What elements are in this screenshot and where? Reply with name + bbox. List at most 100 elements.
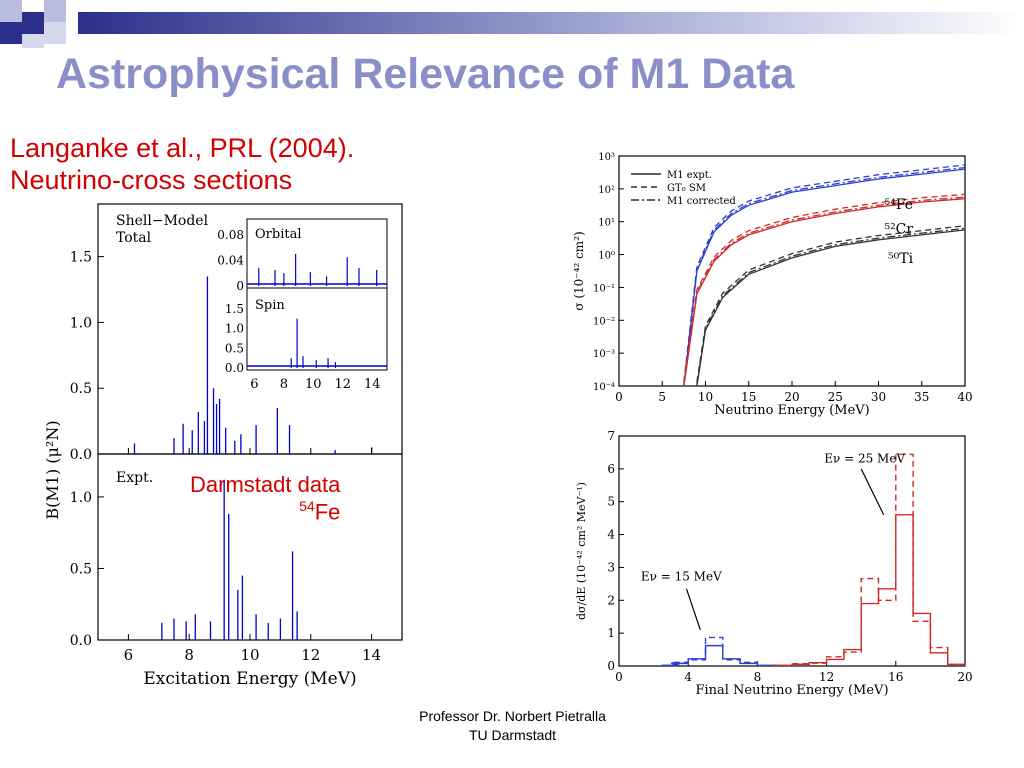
inset-spin-label: Spin [255,298,285,313]
inset-x-tick-label: 6 [250,377,258,392]
shell-model-total-label: Total [116,230,152,246]
series-label: ⁵²Cr [884,222,913,238]
y-tick-label: 0.5 [70,381,92,397]
y-tick-label: 10³ [598,152,615,163]
y-tick-label: 10⁰ [598,251,615,262]
subtitle-line-1: Langanke et al., PRL (2004). [10,133,355,163]
expt-label: Expt. [116,470,153,486]
y-tick-label: 3 [607,560,615,574]
y-tick-label: 10² [598,185,615,196]
histogram-series [774,514,966,667]
inset-y-tick-label: 0.0 [225,361,244,375]
inset-y-tick-label: 0.04 [217,253,244,267]
x-tick-label: 6 [124,646,134,664]
slide-subtitle: Langanke et al., PRL (2004). Neutrino-cr… [10,132,354,196]
x-tick-label: 20 [957,670,972,684]
annotation-25mev: Eν = 25 MeV [824,451,905,465]
cross-section-curve [683,164,966,382]
left-y-axis-label: B(M1) (μ²N) [43,420,62,519]
x-tick-label: 30 [871,390,886,404]
title-decoration [0,0,1024,48]
cross-section-chart: 0 5 10 15 20 25 30 35 40 10⁻⁴ 10⁻³ 10⁻² 10⁻¹ 10⁰ 10¹ 10… [572,152,973,418]
y-tick-label: 0 [607,659,615,673]
y-tick-label: 1.0 [70,490,92,506]
series-label: ⁵⁰Ti [888,251,914,267]
histogram-series [661,636,776,667]
y-axis-label: dσ/dE (10⁻⁴² cm² MeV⁻¹) [575,482,588,620]
annotation-mass: 54 [299,498,315,514]
x-tick-label: 0 [615,390,623,404]
inset-x-tick-label: 10 [305,377,322,392]
annotation-line-1: Darmstadt data [190,472,341,497]
legend-label: M1 expt. [667,170,712,181]
annotation-line-2: 54Fe [190,498,340,525]
y-tick-label: 10⁻² [593,316,615,327]
inset-y-tick-label: 1.5 [225,302,244,316]
y-tick-label: 5 [607,495,615,509]
x-tick-label: 8 [184,646,194,664]
y-tick-label: 1.5 [70,250,92,266]
inset-y-tick-label: 1.0 [225,322,244,336]
x-tick-label: 8 [754,670,762,684]
left-x-axis-label: Excitation Energy (MeV) [143,669,356,689]
darmstadt-annotation: Darmstadt data 54Fe [190,472,340,525]
footer-line-2: TU Darmstadt [468,727,557,743]
x-tick-label: 5 [658,390,666,404]
y-tick-label: 4 [607,528,615,542]
x-tick-label: 4 [684,670,692,684]
inset-x-tick-label: 14 [364,377,381,392]
y-tick-label: 1.0 [70,315,92,331]
x-tick-label: 40 [957,390,972,404]
inset-y-tick-label: 0 [236,279,244,293]
annotation-15mev: Eν = 15 MeV [641,570,722,584]
x-tick-label: 10 [240,646,259,664]
y-tick-label: 10⁻³ [593,349,615,360]
inset-x-tick-label: 8 [280,377,288,392]
annotation-arrow [685,588,701,631]
x-tick-label: 12 [819,670,834,684]
annotation-arrow [860,468,885,516]
y-tick-label: 10¹ [598,218,615,229]
annotation-element: Fe [314,499,341,525]
x-tick-label: 20 [784,390,799,404]
inset-x-tick-label: 12 [335,377,352,392]
cross-section-curve [696,229,966,387]
footer: Professor Dr. Norbert Pietralla TU Darms… [380,707,645,745]
cross-section-curve [683,168,966,387]
inset-orbital-label: Orbital [255,227,301,242]
y-tick-label: 7 [607,429,615,443]
x-tick-label: 0 [615,670,623,684]
x-axis-label: Final Neutrino Energy (MeV) [695,683,888,698]
series-label: ⁵⁴Fe [885,197,913,213]
y-tick-label: 0.0 [70,447,92,463]
y-tick-label: 1 [607,626,615,640]
y-tick-label: 10⁻⁴ [593,382,615,393]
slide-title: Astrophysical Relevance of M1 Data [56,50,795,98]
y-tick-label: 6 [607,462,615,476]
cross-section-curve [683,196,966,385]
inset-y-tick-label: 0.08 [217,228,244,242]
y-tick-label: 0.5 [70,561,92,577]
cross-section-curve [696,227,966,385]
y-tick-label: 0.0 [70,633,92,649]
cross-section-curve [683,193,966,382]
x-tick-label: 16 [888,670,903,684]
x-tick-label: 15 [741,390,756,404]
legend-label: GT₀ SM [667,183,706,194]
y-tick-label: 10⁻¹ [593,283,615,294]
x-tick-label: 12 [301,646,320,664]
y-tick-label: 2 [607,593,615,607]
footer-line-1: Professor Dr. Norbert Pietralla [419,708,606,724]
subtitle-line-2: Neutrino-cross sections [10,165,293,195]
b-m1-figure: 0.0 0.5 1.0 1.5 0.0 0.5 1.0 6 8 10 12 14 Shell−Mode… [43,203,403,689]
cross-section-curve [683,166,966,385]
x-axis-label: Neutrino Energy (MeV) [714,403,869,418]
x-tick-label: 14 [362,646,381,664]
y-axis-label: σ (10⁻⁴² cm²) [572,231,586,310]
legend-label: M1 corrected [667,196,736,207]
x-tick-label: 25 [828,390,843,404]
shell-model-label: Shell−Model [116,213,209,229]
x-tick-label: 10 [698,390,713,404]
cross-section-curve [696,225,966,382]
